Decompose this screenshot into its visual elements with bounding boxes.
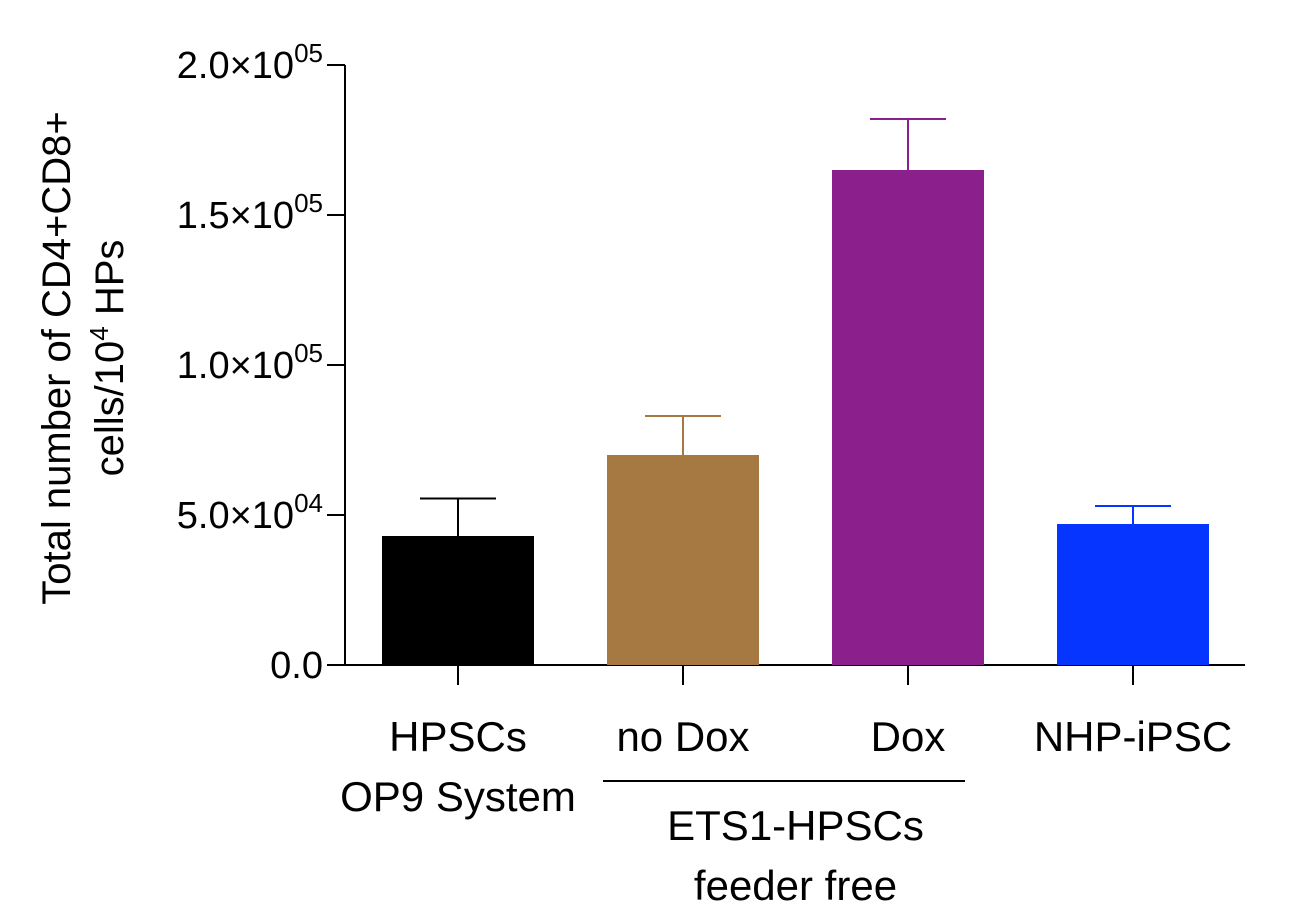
y-tick-label: 1.5×1005 <box>177 188 323 237</box>
category-labels: HPSCs OP9 System no Dox Dox NHP-iPSC <box>340 713 1232 820</box>
group-annotation: ETS1-HPSCs feeder free <box>603 780 965 909</box>
bar <box>1057 524 1209 665</box>
bar <box>832 170 984 665</box>
category-label: no Dox <box>616 713 749 760</box>
y-axis-title-line-1: Total number of CD4+CD8+ <box>35 111 79 605</box>
bar <box>382 536 534 665</box>
y-axis-title-line-2: cells/104 HPs <box>84 240 132 477</box>
error-bars <box>420 118 1171 536</box>
y-axis-label: Total number of CD4+CD8+ cells/104 HPs <box>35 111 132 605</box>
category-label: OP9 System <box>340 773 576 820</box>
bar <box>607 455 759 665</box>
category-label: Dox <box>871 713 946 760</box>
category-label: HPSCs <box>389 713 527 760</box>
category-label: NHP-iPSC <box>1034 713 1232 760</box>
group-label: ETS1-HPSCs <box>667 802 924 849</box>
y-tick-label: 2.0×1005 <box>177 38 323 87</box>
y-tick-label: 0.0 <box>270 645 323 687</box>
y-tick-label: 1.0×1005 <box>177 338 323 387</box>
group-label: feeder free <box>694 862 897 909</box>
bars <box>382 170 1209 665</box>
y-tick-label: 5.0×1004 <box>177 488 323 537</box>
x-axis <box>345 664 1245 685</box>
y-axis: 0.0 5.0×1004 1.0×1005 1.5×1005 2.0×1005 <box>177 38 346 687</box>
